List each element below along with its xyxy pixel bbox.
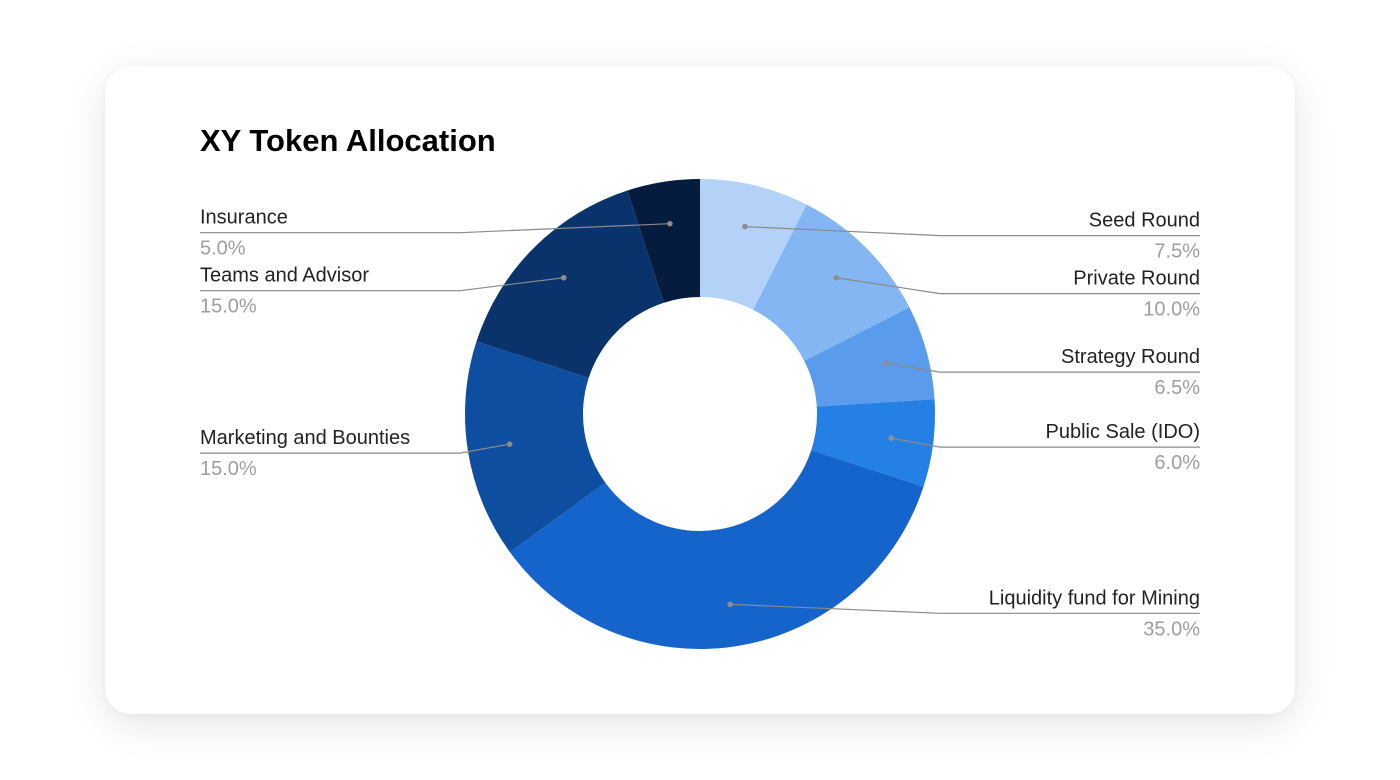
slice-label-strategy-round: Strategy Round	[1061, 346, 1200, 368]
slice-label-teams-and-advisor: Teams and Advisor	[200, 265, 369, 287]
slice-strategy-round[interactable]	[804, 307, 935, 407]
leader-dot-strategy-round	[883, 360, 889, 366]
leader-lines	[200, 220, 1200, 614]
slice-value-teams-and-advisor: 15.0%	[200, 296, 257, 318]
slice-private-round[interactable]	[753, 204, 910, 361]
leader-dot-marketing-and-bounties	[506, 441, 513, 447]
leader-line-strategy-round	[885, 362, 1200, 373]
slice-value-liquidity-fund-for-mining: 35.0%	[1143, 618, 1200, 640]
slice-public-sale-ido[interactable]	[811, 399, 935, 487]
leader-line-seed-round	[744, 226, 1200, 237]
slices	[465, 179, 935, 649]
leader-dot-public-sale-ido	[888, 435, 894, 441]
leader-line-teams-and-advisor	[200, 277, 564, 292]
slice-label-insurance: Insurance	[200, 207, 288, 229]
leader-line-liquidity-fund-for-mining	[730, 603, 1200, 614]
slice-marketing-and-bounties[interactable]	[465, 341, 606, 553]
leader-line-public-sale-ido	[891, 437, 1200, 448]
slice-value-seed-round: 7.5%	[1154, 241, 1200, 263]
slice-value-marketing-and-bounties: 15.0%	[200, 458, 257, 480]
leader-line-private-round	[836, 277, 1200, 295]
slice-teams-and-advisor[interactable]	[476, 190, 664, 378]
slice-value-insurance: 5.0%	[200, 238, 246, 260]
slice-liquidity-fund-for-mining[interactable]	[509, 450, 924, 649]
slice-label-private-round: Private Round	[1073, 268, 1200, 290]
slice-value-public-sale-ido: 6.0%	[1154, 452, 1200, 474]
slice-label-seed-round: Seed Round	[1089, 210, 1200, 232]
leader-dot-liquidity-fund-for-mining	[727, 601, 733, 608]
chart-title: XY Token Allocation	[200, 123, 496, 158]
slice-seed-round[interactable]	[700, 179, 807, 310]
slice-labels: Seed Round 7.5% Private Round 10.0% Strategy…	[200, 207, 1200, 641]
leader-dot-private-round	[833, 274, 840, 281]
leader-dot-insurance	[667, 220, 673, 227]
slice-label-public-sale-ido: Public Sale (IDO)	[1046, 421, 1201, 443]
slice-label-liquidity-fund-for-mining: Liquidity fund for Mining	[989, 587, 1200, 609]
leader-line-insurance	[200, 223, 670, 234]
slice-value-private-round: 10.0%	[1143, 299, 1200, 321]
leader-line-marketing-and-bounties	[200, 443, 510, 454]
leader-dot-teams-and-advisor	[560, 274, 567, 281]
slice-insurance[interactable]	[627, 179, 700, 303]
leader-dot-seed-round	[742, 223, 748, 230]
slice-label-marketing-and-bounties: Marketing and Bounties	[200, 427, 410, 449]
slice-value-strategy-round: 6.5%	[1154, 377, 1200, 399]
